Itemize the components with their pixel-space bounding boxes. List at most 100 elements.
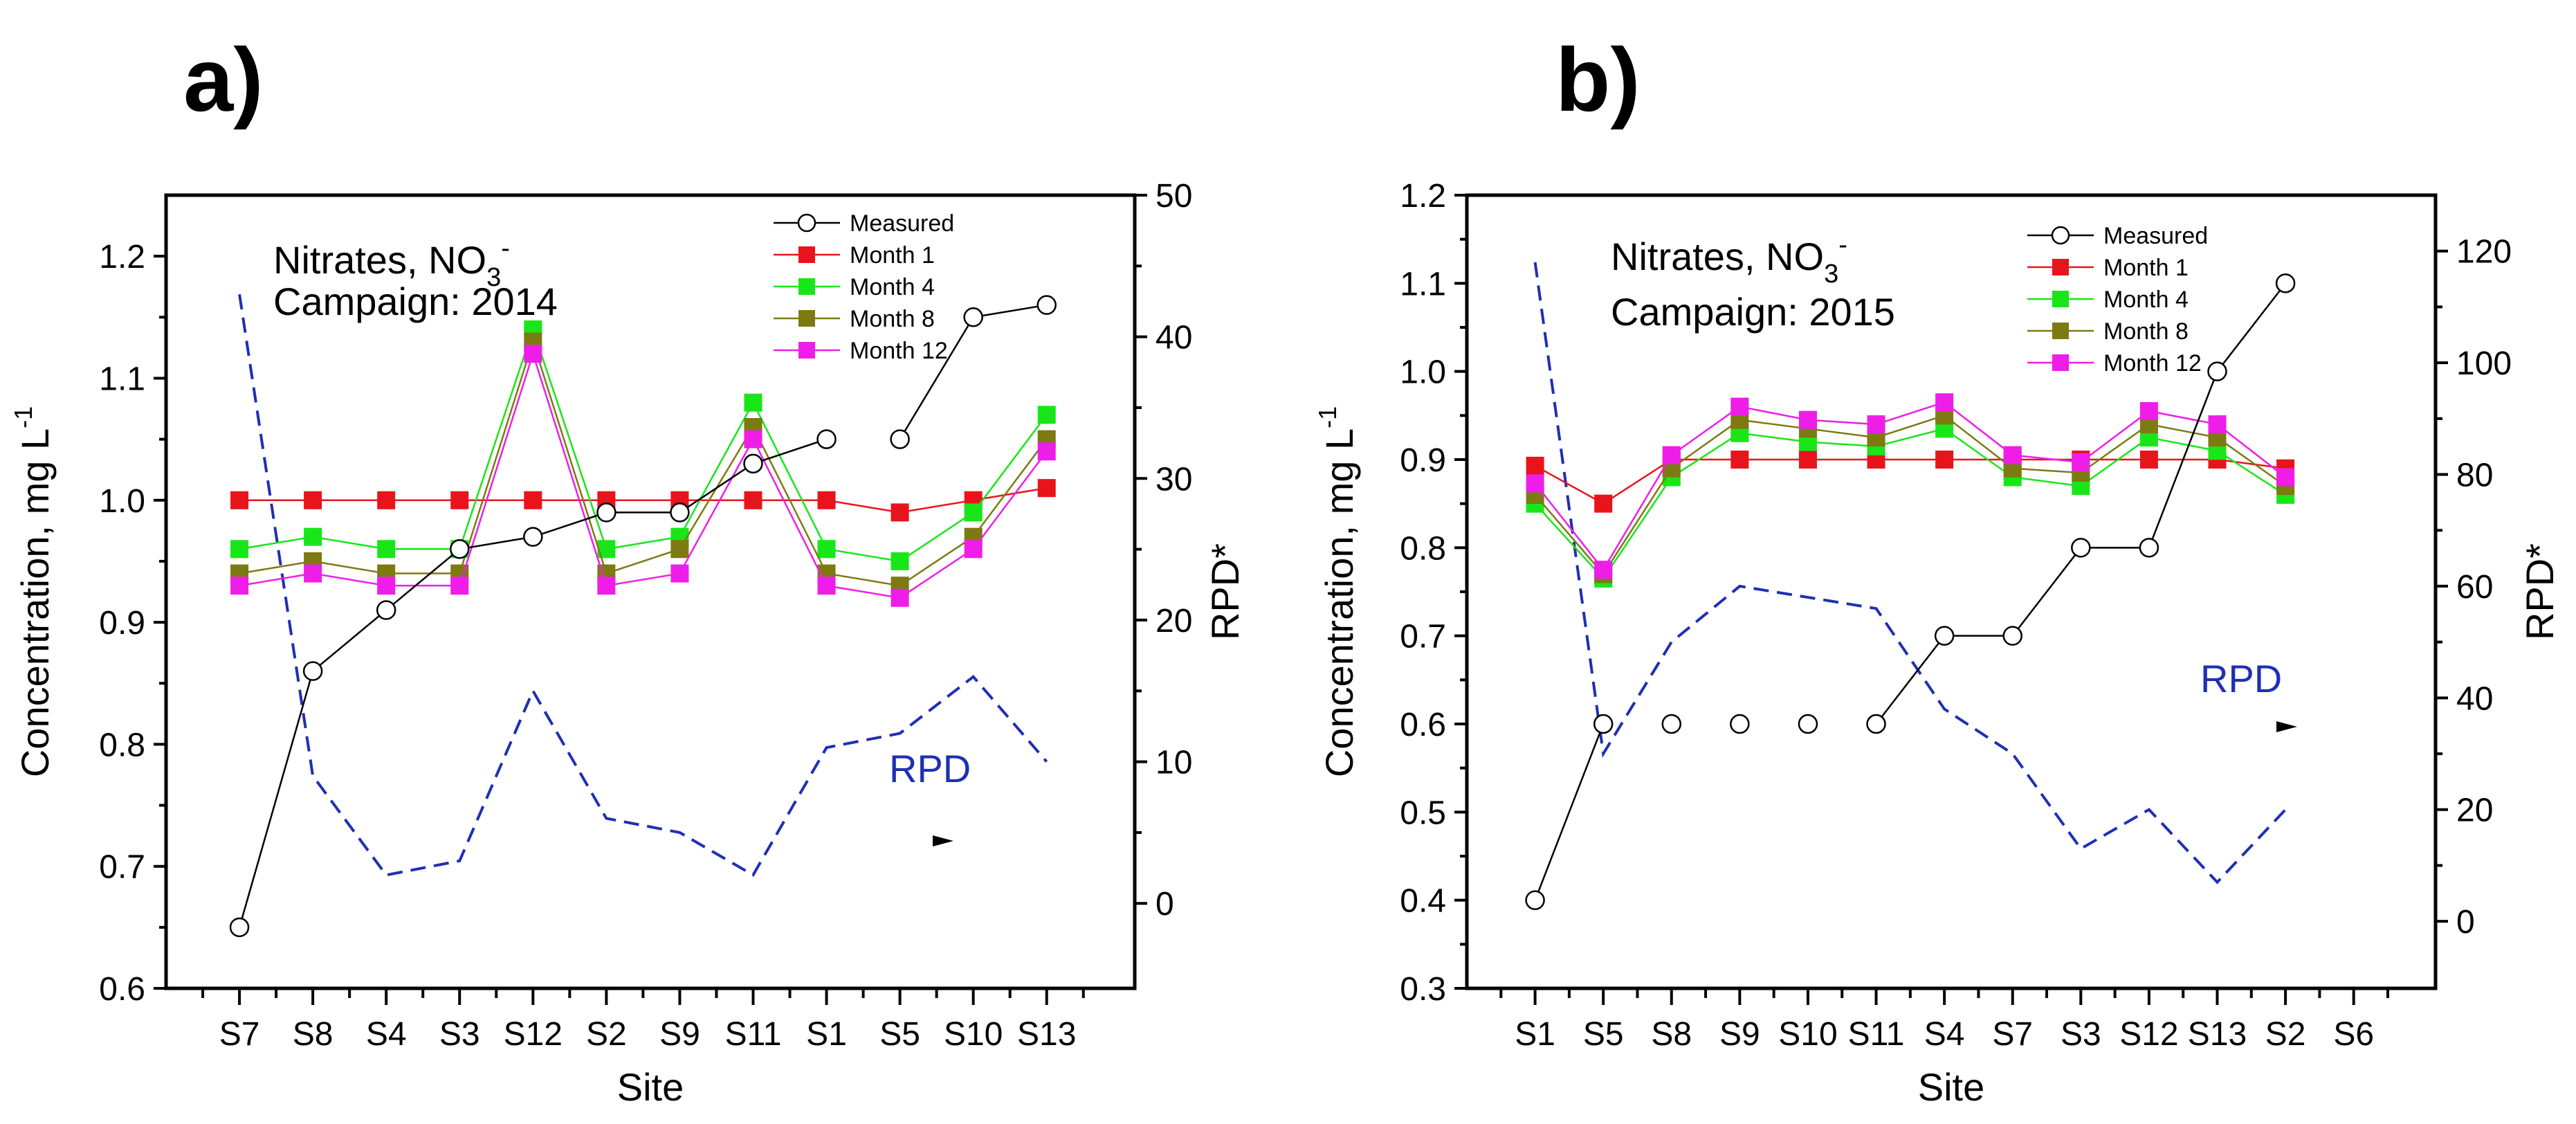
x-tick-label: S11 [725, 1016, 782, 1053]
legend-label: Month 8 [2103, 318, 2189, 345]
data-point [964, 540, 983, 559]
y2-tick-label: 40 [1155, 320, 1192, 356]
series-line [239, 487, 1047, 514]
chart-panel-b: b) 0.3 0.4 0.5 0.6 0.7 0.8 0.9 1.0 1.1 1.2 0 20 40 60 8… [1313, 29, 2561, 1109]
y-tick-label: 0.3 [1400, 971, 1446, 1008]
data-point [1037, 406, 1056, 424]
data-point [304, 564, 322, 583]
annotation-sup: - [501, 234, 510, 263]
x-tick-label: S6 [2333, 1016, 2374, 1053]
data-point [744, 430, 762, 448]
annotation-sub: 3 [1824, 260, 1838, 289]
series-line [1534, 723, 1605, 901]
data-point [817, 540, 836, 559]
series-month-4 [1526, 419, 2295, 588]
y-tick-label: 0.4 [1400, 883, 1446, 920]
y-tick-label: 1.1 [1400, 266, 1446, 302]
y2-tick-label: 50 [1155, 178, 1192, 215]
rpd-arrow-marker [933, 835, 953, 846]
data-point [963, 307, 983, 327]
y2-tick-label: 0 [1155, 886, 1174, 923]
y-tick-label: 1.2 [99, 239, 145, 275]
y-tick-label: 1.1 [99, 361, 145, 397]
y2-tick-label: 120 [2456, 234, 2512, 271]
data-point [2003, 446, 2022, 464]
annotation-campaign: Campaign: 2015 [1611, 290, 1895, 334]
legend-marker [798, 342, 815, 359]
x-tick-label: S3 [439, 1016, 480, 1053]
data-point [1525, 890, 1545, 910]
data-point [450, 491, 469, 509]
annotation-compound: Nitrates, NO3- [273, 234, 510, 292]
data-point [1662, 446, 1681, 464]
panel-label: a) [183, 29, 264, 130]
x-tick-label: S12 [2119, 1016, 2178, 1053]
series-month-8 [230, 332, 1056, 595]
series-line [1534, 401, 2286, 572]
x-tick-label: S9 [1719, 1016, 1760, 1053]
series-measured [229, 295, 1057, 938]
data-point [1867, 415, 1885, 434]
data-point [744, 393, 762, 412]
data-point [1593, 714, 1614, 734]
data-point [1935, 451, 1954, 469]
legend: Measured Month 1 Month 4 Month 8 Month 12 [774, 210, 954, 364]
y2-tick-label: 20 [1155, 603, 1192, 640]
x-tick-label: S10 [944, 1016, 1003, 1053]
data-point [2139, 451, 2158, 469]
legend-marker [798, 246, 815, 263]
data-point [1037, 442, 1056, 461]
data-point [2139, 401, 2158, 420]
legend-label: Month 4 [2103, 287, 2189, 313]
legend-label: Month 4 [850, 274, 935, 300]
annotation-main: Nitrates, NO [273, 238, 486, 282]
legend-label: Month 1 [2103, 255, 2189, 281]
y-tick-label: 1.0 [99, 483, 145, 520]
x-tick-label: S3 [2061, 1016, 2101, 1053]
data-point [523, 527, 543, 547]
rpd-label: RPD [2200, 657, 2282, 700]
data-point [2139, 538, 2159, 558]
data-point [817, 577, 836, 595]
series-line [239, 338, 1048, 587]
legend-label: Measured [850, 210, 954, 237]
data-point [1037, 479, 1056, 498]
series-line [1534, 458, 2286, 505]
x-tick-label: S1 [806, 1016, 847, 1053]
series-month-12 [230, 345, 1056, 607]
data-point [743, 453, 763, 474]
y-tick-label: 0.8 [1400, 530, 1446, 567]
x-tick-label: S2 [2265, 1016, 2306, 1053]
x-tick-label: S13 [2188, 1016, 2247, 1053]
chart-panel-a: a) 0.6 0.7 0.8 0.9 1.0 1.1 1.2 0 10 20 30 40 50 S7 S8 S4… [9, 29, 1247, 1109]
plot-frame [164, 193, 1137, 990]
data-point [229, 917, 250, 938]
data-point [524, 491, 542, 509]
series-line [239, 351, 1048, 599]
data-point [890, 552, 909, 570]
annotation-sup: - [1838, 230, 1847, 260]
y-tick-label: 1.0 [1400, 354, 1446, 391]
data-point [1730, 714, 1750, 734]
series-line [1534, 414, 2286, 576]
data-point [377, 577, 396, 595]
y2-tick-label: 60 [2456, 569, 2493, 606]
y-axis-title: Concentration, mg L-1 [1313, 406, 1361, 777]
legend: Measured Month 1 Month 4 Month 8 Month 12 [2027, 223, 2208, 377]
y2-tick-label: 20 [2456, 792, 2493, 829]
panel-label: b) [1555, 29, 1641, 130]
y-axis-title-sup: -1 [9, 406, 37, 428]
y-axis-title-main: Concentration, mg L [13, 428, 57, 777]
data-point [2276, 468, 2295, 487]
y-tick-label: 0.5 [1400, 795, 1446, 831]
data-point [377, 540, 396, 559]
y-tick-label: 0.7 [99, 849, 145, 886]
x-tick-label: S2 [586, 1016, 627, 1053]
data-point [1798, 714, 1818, 734]
data-point [816, 429, 837, 449]
x-tick-label: S13 [1017, 1016, 1076, 1053]
y2-tick-label: 80 [2456, 457, 2493, 494]
data-point [670, 540, 689, 559]
data-point [2071, 538, 2091, 558]
